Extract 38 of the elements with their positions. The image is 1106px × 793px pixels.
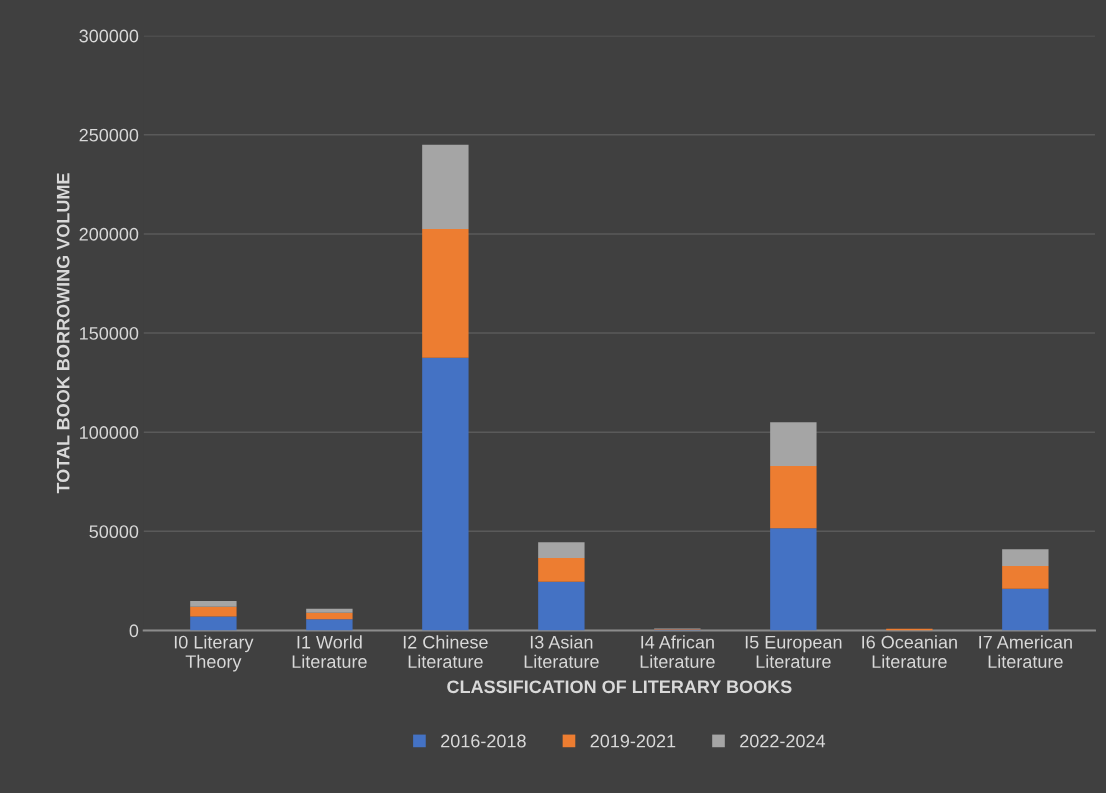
y-tick-label: 50000: [89, 525, 139, 539]
bar: [422, 144, 469, 229]
y-tick-label: 200000: [79, 227, 139, 241]
legend-label: 2016-2018: [441, 734, 526, 748]
y-tick-label: 0: [129, 624, 139, 638]
bar: [770, 528, 817, 631]
bar: [538, 581, 585, 631]
y-axis-title: TOTAL BOOK BORROWING VOLUME: [56, 173, 70, 494]
y-tick-label: 300000: [79, 29, 139, 43]
bar: [190, 606, 237, 617]
x-tick-label: I7 American Literature: [979, 635, 1072, 669]
x-tick-label: I6 Oceanian Literature: [862, 635, 957, 669]
y-tick-label: 150000: [80, 326, 139, 340]
x-axis-title: CLASSIFICATION OF LITERARY BOOKS: [447, 680, 792, 694]
bar: [306, 612, 353, 620]
bar: [1002, 566, 1049, 589]
bar: [770, 465, 817, 529]
legend-label: 2019-2021: [590, 734, 676, 748]
x-tick-label: I1 World Literature: [292, 635, 367, 669]
x-tick-label: I5 European Literature: [745, 635, 842, 669]
bar: [1002, 588, 1049, 631]
x-tick-label: I0 Literary Theory: [174, 635, 254, 672]
y-tick-label: 100000: [80, 426, 139, 439]
bar: [538, 542, 585, 559]
x-tick-label: I4 African Literature: [640, 635, 715, 669]
bar: [538, 558, 585, 582]
x-tick-label: I3 Asian Literature: [524, 635, 599, 669]
bar: [306, 619, 353, 631]
bar: [770, 422, 817, 466]
y-tick-label: 250000: [79, 128, 139, 142]
bar: [190, 616, 237, 631]
bar: [422, 228, 469, 358]
legend-label: 2022-2024: [740, 734, 826, 748]
bar: [190, 601, 237, 607]
x-tick-label: I2 Chinese Literature: [403, 635, 488, 669]
bar: [422, 357, 469, 631]
bar: [306, 608, 353, 613]
bar: [1002, 549, 1049, 566]
